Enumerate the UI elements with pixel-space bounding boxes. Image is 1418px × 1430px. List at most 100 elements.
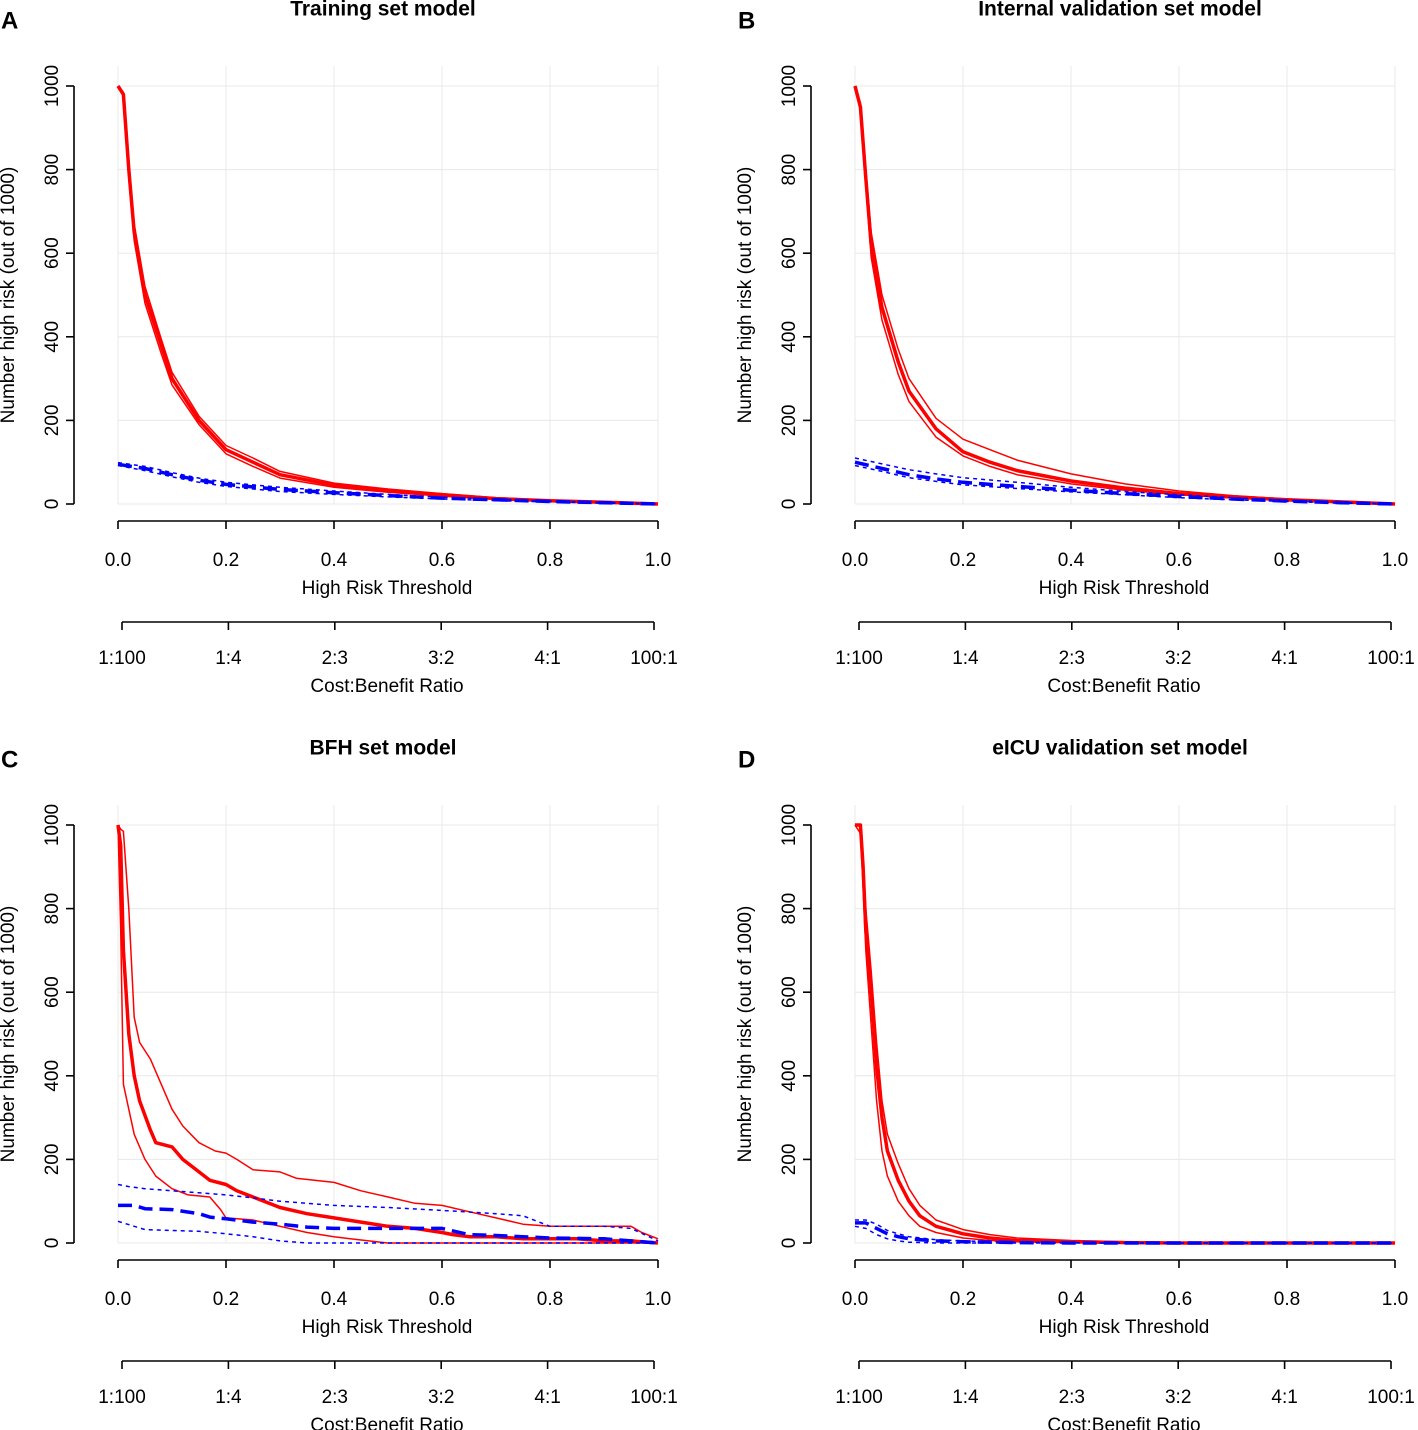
x-tick-label: 0.8 (1274, 1289, 1300, 1310)
panel-letter: D (738, 746, 755, 773)
x-tick-label: 1.0 (645, 1289, 671, 1310)
y-tick-label: 200 (779, 1144, 800, 1176)
x-tick-label: 0.6 (1166, 550, 1192, 571)
y-tick-label: 600 (42, 976, 63, 1008)
cost-benefit-tick-label: 3:2 (1165, 648, 1191, 669)
cost-benefit-tick-label: 1:100 (98, 1387, 146, 1408)
x-tick-label: 0.2 (950, 1289, 976, 1310)
cost-benefit-tick-label: 4:1 (1271, 1387, 1297, 1408)
chart-title: eICU validation set model (992, 737, 1248, 760)
cost-benefit-tick-label: 3:2 (428, 648, 454, 669)
x-tick-label: 0.0 (105, 1289, 131, 1310)
cost-benefit-tick-label: 1:4 (215, 648, 242, 669)
x-tick-label: 0.2 (213, 1289, 239, 1310)
series-line-number-high-risk-with-event-lower (117, 1220, 658, 1244)
series-line-number-high-risk-lower (854, 824, 1395, 1244)
panel-b: B Internal validation set model 0 200 400 600… (735, 0, 1415, 697)
cost-benefit-tick-label: 1:4 (952, 648, 979, 669)
series-line-number-high-risk-lower (117, 824, 658, 1244)
x-axis-label: High Risk Threshold (302, 1317, 473, 1338)
cost-benefit-tick-label: 2:3 (322, 1387, 348, 1408)
cost-benefit-axis-label: Cost:Benefit Ratio (310, 676, 463, 697)
series-line-number-high-risk-with-event-upper (854, 457, 1396, 505)
x-tick-label: 0.6 (429, 550, 455, 571)
y-tick-label: 600 (779, 976, 800, 1008)
x-tick-label: 1.0 (1382, 550, 1408, 571)
cost-benefit-tick-label: 2:3 (322, 648, 348, 669)
y-tick-label: 1000 (42, 65, 63, 107)
series-line-number-high-risk-with-event-lower (117, 464, 659, 505)
series-line-number-high-risk-upper (854, 85, 1396, 505)
cost-benefit-axis-label: Cost:Benefit Ratio (1047, 1415, 1200, 1430)
x-tick-label: 0.4 (1058, 1289, 1085, 1310)
cost-benefit-tick-label: 2:3 (1059, 1387, 1085, 1408)
series-line-number-high-risk-with-event-upper (117, 1183, 659, 1242)
series-line-number-high-risk (855, 823, 1395, 1245)
x-tick-label: 0.8 (1274, 550, 1300, 571)
y-tick-label: 200 (42, 405, 63, 437)
x-tick-label: 0.6 (1166, 1289, 1192, 1310)
x-tick-label: 0.2 (950, 550, 976, 571)
series-line-number-high-risk-with-event (118, 1203, 659, 1245)
cost-benefit-tick-label: 3:2 (1165, 1387, 1191, 1408)
panel-a: A Training set model 0 200 400 600 800 1000 Numb… (0, 0, 678, 697)
cost-benefit-tick-label: 4:1 (534, 648, 560, 669)
series-line-number-high-risk-lower (117, 85, 659, 505)
y-tick-label: 1000 (779, 804, 800, 846)
x-tick-label: 0.4 (321, 1289, 348, 1310)
cost-benefit-tick-label: 1:100 (835, 648, 883, 669)
cost-benefit-axis-label: Cost:Benefit Ratio (310, 1415, 463, 1430)
cost-benefit-tick-label: 4:1 (534, 1387, 560, 1408)
cost-benefit-tick-label: 1:100 (835, 1387, 883, 1408)
x-tick-label: 1.0 (645, 550, 671, 571)
y-tick-label: 400 (779, 1060, 800, 1092)
cost-benefit-tick-label: 100:1 (630, 648, 678, 669)
y-axis-label: Number high risk (out of 1000) (735, 167, 756, 424)
chart-title: Internal validation set model (978, 0, 1262, 21)
cost-benefit-tick-label: 2:3 (1059, 648, 1085, 669)
series-line-number-high-risk-with-event-upper (117, 461, 659, 505)
x-tick-label: 0.2 (213, 550, 239, 571)
series-line-number-high-risk (853, 85, 1396, 506)
cost-benefit-tick-label: 1:100 (98, 648, 146, 669)
x-tick-label: 0.8 (537, 1289, 563, 1310)
cost-benefit-axis-label: Cost:Benefit Ratio (1047, 676, 1200, 697)
x-tick-label: 0.0 (842, 1289, 868, 1310)
panel-c: C BFH set model 0 200 400 600 800 1000 Number hi… (0, 737, 678, 1430)
y-tick-label: 0 (42, 1238, 63, 1249)
x-tick-label: 0.4 (321, 550, 348, 571)
x-tick-label: 0.0 (105, 550, 131, 571)
y-tick-label: 200 (42, 1144, 63, 1176)
y-tick-label: 1000 (779, 65, 800, 107)
series-line-number-high-risk-upper (855, 824, 1395, 1244)
panel-letter: C (1, 746, 18, 773)
chart-title: Training set model (290, 0, 476, 21)
x-tick-label: 1.0 (1382, 1289, 1408, 1310)
y-axis-label: Number high risk (out of 1000) (0, 906, 19, 1163)
series-line-number-high-risk-upper (117, 85, 659, 505)
y-tick-label: 400 (42, 321, 63, 353)
panel-letter: B (738, 7, 755, 34)
cost-benefit-tick-label: 100:1 (1367, 648, 1415, 669)
y-tick-label: 800 (779, 893, 800, 925)
y-tick-label: 1000 (42, 804, 63, 846)
series-line-number-high-risk (116, 824, 659, 1245)
series-line-number-high-risk-with-event (117, 462, 659, 506)
y-tick-label: 800 (42, 154, 63, 186)
cost-benefit-tick-label: 1:4 (215, 1387, 242, 1408)
series-line-number-high-risk-with-event-lower (854, 464, 1396, 505)
series-line-number-high-risk-with-event (854, 460, 1396, 506)
y-tick-label: 600 (779, 237, 800, 269)
cost-benefit-tick-label: 3:2 (428, 1387, 454, 1408)
x-tick-label: 0.8 (537, 550, 563, 571)
y-tick-label: 200 (779, 405, 800, 437)
y-tick-label: 0 (42, 499, 63, 510)
y-tick-label: 0 (779, 1238, 800, 1249)
cost-benefit-tick-label: 1:4 (952, 1387, 979, 1408)
series-line-number-high-risk-lower (854, 85, 1396, 505)
y-axis-label: Number high risk (out of 1000) (735, 906, 756, 1163)
cost-benefit-tick-label: 100:1 (630, 1387, 678, 1408)
y-tick-label: 600 (42, 237, 63, 269)
